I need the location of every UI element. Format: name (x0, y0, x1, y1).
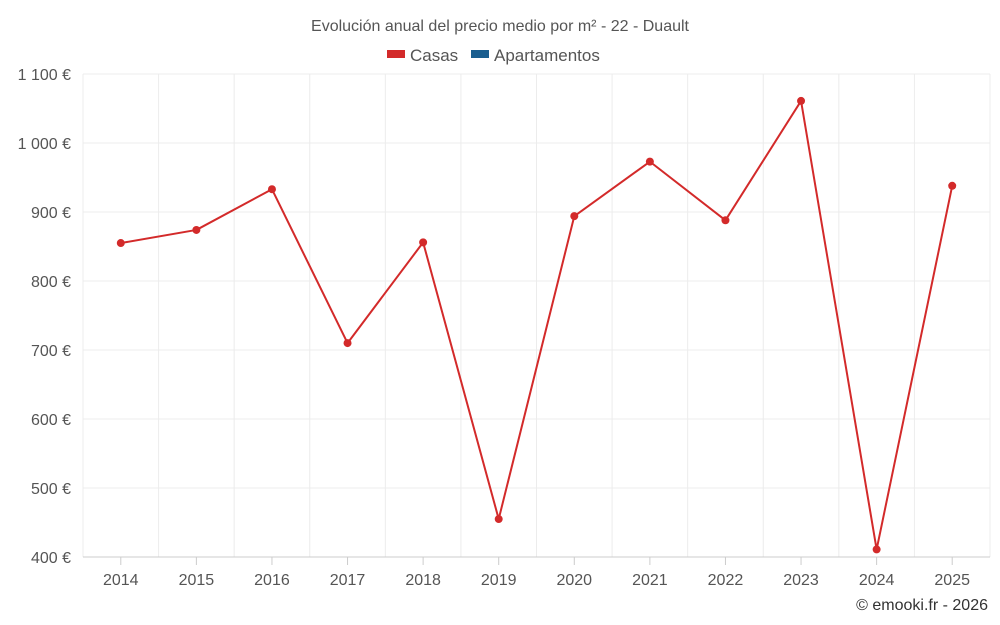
legend-item-apartamentos[interactable]: Apartamentos (471, 46, 600, 65)
x-tick-label: 2022 (708, 572, 744, 589)
data-point-2023[interactable] (797, 96, 806, 105)
data-point-2014[interactable] (116, 239, 125, 248)
legend: Casas Apartamentos (387, 46, 600, 65)
y-tick-label: 800 € (31, 274, 71, 291)
y-tick-label: 600 € (31, 412, 71, 429)
x-tick-label: 2017 (330, 572, 366, 589)
data-point-2021[interactable] (645, 157, 654, 166)
legend-swatch-apartamentos (471, 50, 489, 58)
data-point-2017[interactable] (343, 339, 352, 348)
data-point-2018[interactable] (419, 238, 428, 247)
data-point-2022[interactable] (721, 216, 730, 225)
x-tick-label: 2018 (405, 572, 441, 589)
x-tick-label: 2015 (179, 572, 215, 589)
grid (82, 73, 991, 557)
y-tick-label: 700 € (31, 343, 71, 360)
y-tick-label: 400 € (31, 550, 71, 567)
data-point-2019[interactable] (494, 515, 503, 524)
y-tick-label: 900 € (31, 205, 71, 222)
data-point-2020[interactable] (570, 212, 579, 221)
data-point-2016[interactable] (267, 185, 276, 194)
legend-label-casas: Casas (410, 46, 458, 65)
x-tick-label: 2025 (934, 572, 970, 589)
legend-label-apartamentos: Apartamentos (494, 46, 600, 65)
legend-item-casas[interactable]: Casas (387, 46, 458, 65)
y-tick-label: 500 € (31, 481, 71, 498)
x-tick-label: 2019 (481, 572, 517, 589)
y-tick-label: 1 100 € (18, 67, 71, 84)
series-line-casas (120, 99, 954, 551)
data-point-2024[interactable] (872, 545, 881, 554)
x-tick-label: 2014 (103, 572, 139, 589)
x-tick-label: 2016 (254, 572, 290, 589)
series-casas (116, 96, 957, 554)
x-tick-label: 2021 (632, 572, 668, 589)
x-tick-label: 2023 (783, 572, 819, 589)
y-tick-label: 1 000 € (18, 136, 71, 153)
legend-swatch-casas (387, 50, 405, 58)
axes: 400 € 500 € 600 € 700 € 800 € 900 € 1 000 € 1 1… (18, 67, 990, 589)
data-point-2015[interactable] (192, 225, 201, 234)
credit-text: © emooki.fr - 2026 (856, 597, 988, 614)
x-tick-label: 2020 (556, 572, 592, 589)
data-point-2025[interactable] (948, 181, 957, 190)
x-tick-label: 2024 (859, 572, 895, 589)
chart-title: Evolución anual del precio medio por m² … (311, 18, 690, 35)
